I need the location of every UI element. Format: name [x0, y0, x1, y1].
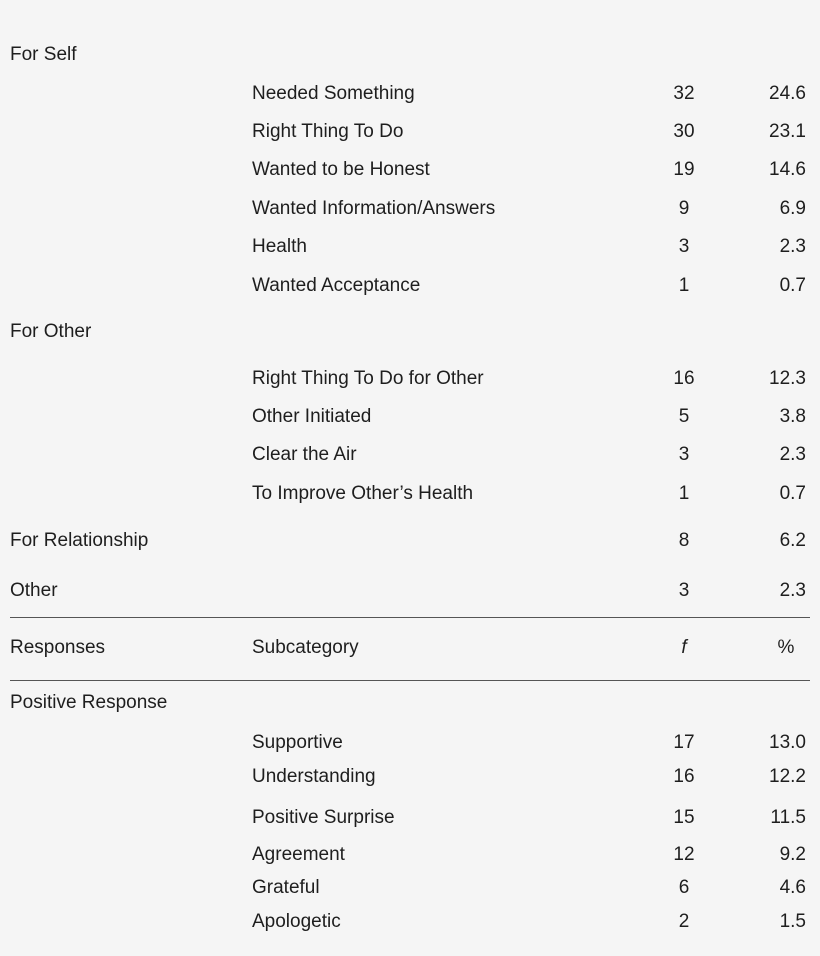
frequency-value: 16: [673, 368, 695, 389]
subcategory-label: Needed Something: [252, 83, 415, 104]
frequency-value: 15: [673, 807, 695, 828]
subcategory-label: Agreement: [252, 844, 345, 865]
percent-value: 0.7: [779, 483, 806, 504]
percent-value: 23.1: [769, 121, 806, 142]
subcategory-label: Clear the Air: [252, 444, 357, 465]
table-row: For Other: [0, 317, 820, 347]
table-row: Other Initiated 5 3.8: [0, 402, 820, 432]
subcategory-label: Wanted Information/Answers: [252, 198, 496, 219]
frequency-value: 19: [673, 159, 695, 180]
category-label: For Other: [10, 321, 92, 342]
table-divider: [10, 680, 810, 681]
percent-value: 0.7: [779, 275, 806, 296]
table-row: Supportive 17 13.0: [0, 728, 820, 758]
percent-value: 1.5: [779, 911, 806, 932]
frequency-value: 17: [673, 732, 695, 753]
table-row: Apologetic 2 1.5: [0, 907, 820, 937]
table-row: Positive Response: [0, 688, 820, 718]
table-row: To Improve Other’s Health 1 0.7: [0, 479, 820, 509]
table-row: Understanding 16 12.2: [0, 762, 820, 792]
subcategory-label: Apologetic: [252, 911, 341, 932]
category-label: Other: [10, 580, 58, 601]
frequency-value: 9: [678, 198, 690, 219]
header-frequency: f: [681, 637, 687, 658]
percent-value: 4.6: [779, 877, 806, 898]
subcategory-label: Other Initiated: [252, 406, 372, 427]
percent-value: 12.2: [769, 766, 806, 787]
percent-value: 11.5: [770, 807, 806, 828]
frequency-value: 16: [673, 766, 695, 787]
frequency-value: 8: [678, 530, 690, 551]
subcategory-label: Supportive: [252, 732, 343, 753]
percent-value: 13.0: [769, 732, 806, 753]
table-row: Needed Something 32 24.6: [0, 79, 820, 109]
table-row: Right Thing To Do for Other 16 12.3: [0, 364, 820, 394]
subcategory-label: Health: [252, 236, 307, 257]
table-row: Clear the Air 3 2.3: [0, 440, 820, 470]
subcategory-label: Wanted Acceptance: [252, 275, 421, 296]
table-header-row: Responses Subcategory f %: [0, 633, 820, 663]
table-row: Other 3 2.3: [0, 576, 820, 606]
table-row: Grateful 6 4.6: [0, 873, 820, 903]
subcategory-label: Positive Surprise: [252, 807, 395, 828]
header-percent: %: [777, 637, 795, 658]
subcategory-label: Right Thing To Do for Other: [252, 368, 484, 389]
header-subcategory: Subcategory: [252, 637, 359, 658]
subcategory-label: Wanted to be Honest: [252, 159, 430, 180]
percent-value: 6.2: [779, 530, 806, 551]
frequency-value: 2: [678, 911, 690, 932]
subcategory-label: Grateful: [252, 877, 320, 898]
frequency-value: 3: [678, 580, 690, 601]
category-label: Positive Response: [10, 692, 168, 713]
percent-value: 12.3: [769, 368, 806, 389]
frequency-value: 32: [673, 83, 695, 104]
frequency-value: 6: [678, 877, 690, 898]
percent-value: 2.3: [779, 236, 806, 257]
frequency-value: 3: [678, 236, 690, 257]
table-row: For Self: [0, 40, 820, 70]
frequency-value: 5: [678, 406, 690, 427]
table-row: Health 3 2.3: [0, 232, 820, 262]
table-row: Wanted Acceptance 1 0.7: [0, 271, 820, 301]
subcategory-label: Understanding: [252, 766, 376, 787]
percent-value: 2.3: [779, 444, 806, 465]
table-divider: [10, 617, 810, 618]
subcategory-label: Right Thing To Do: [252, 121, 404, 142]
table-row: Positive Surprise 15 11.5: [0, 803, 820, 833]
frequency-value: 12: [673, 844, 695, 865]
percent-value: 9.2: [779, 844, 806, 865]
header-responses: Responses: [10, 637, 106, 658]
frequency-value: 1: [678, 483, 690, 504]
frequency-value: 30: [673, 121, 695, 142]
frequency-value: 3: [678, 444, 690, 465]
table-row: Wanted to be Honest 19 14.6: [0, 155, 820, 185]
table-row: For Relationship 8 6.2: [0, 526, 820, 556]
category-label: For Self: [10, 44, 77, 65]
subcategory-label: To Improve Other’s Health: [252, 483, 474, 504]
percent-value: 3.8: [779, 406, 806, 427]
percent-value: 2.3: [779, 580, 806, 601]
table-row: Wanted Information/Answers 9 6.9: [0, 194, 820, 224]
percent-value: 24.6: [769, 83, 806, 104]
percent-value: 14.6: [769, 159, 806, 180]
category-label: For Relationship: [10, 530, 149, 551]
table-row: Right Thing To Do 30 23.1: [0, 117, 820, 147]
table-row: Agreement 12 9.2: [0, 840, 820, 870]
frequency-value: 1: [678, 275, 690, 296]
percent-value: 6.9: [779, 198, 806, 219]
